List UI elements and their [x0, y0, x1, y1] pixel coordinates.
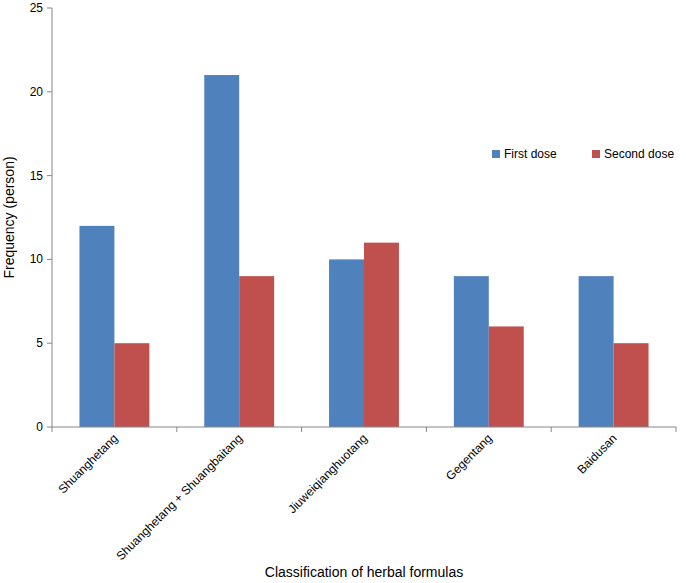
y-tick [47, 259, 52, 260]
x-tick [551, 427, 552, 432]
bar [489, 326, 524, 427]
chart-container: 0 5 10 15 20 25 ShuanghetangShuanghetang + Shu… [0, 0, 686, 583]
legend-label: Second dose [604, 147, 674, 161]
x-tick-label: Shuanghetang + Shuangbaitang [113, 431, 245, 563]
x-tick [676, 427, 677, 432]
x-tick [176, 427, 177, 432]
x-tick-label: Shuanghetang [55, 431, 120, 496]
bar [454, 276, 489, 427]
bars [79, 75, 648, 427]
bar [79, 226, 114, 427]
legend-swatch [492, 150, 500, 158]
bar [329, 259, 364, 427]
y-tick-label: 25 [30, 1, 44, 15]
x-tick-label: Baidusan [574, 431, 619, 476]
y-tick-label: 0 [36, 420, 43, 434]
y-axis [52, 8, 53, 427]
bar [114, 343, 149, 427]
y-tick-label: 15 [30, 169, 44, 183]
y-tick [47, 343, 52, 344]
legend: First dose Second dose [492, 147, 674, 161]
x-tick [426, 427, 427, 432]
x-tick [301, 427, 302, 432]
bar [579, 276, 614, 427]
bar [364, 243, 399, 427]
legend-label: First dose [504, 147, 557, 161]
chart-svg: 0 5 10 15 20 25 ShuanghetangShuanghetang + Shu… [0, 0, 686, 583]
x-tick-label: Gegentang [443, 431, 495, 483]
y-tick [47, 8, 52, 9]
x-axis [52, 427, 676, 428]
y-tick-label: 5 [36, 336, 43, 350]
x-tick-label: Jiuweiqianghuotang [285, 431, 370, 516]
x-tick [52, 427, 53, 432]
y-tick [47, 175, 52, 176]
y-tick-label: 20 [30, 85, 44, 99]
y-tick-label: 10 [30, 252, 44, 266]
y-axis-title: Frequency (person) [1, 156, 17, 278]
bar [204, 75, 239, 427]
bar [239, 276, 274, 427]
bar [614, 343, 649, 427]
x-axis-title: Classification of herbal formulas [265, 564, 463, 580]
legend-swatch [592, 150, 600, 158]
y-tick [47, 427, 52, 428]
y-tick [47, 91, 52, 92]
